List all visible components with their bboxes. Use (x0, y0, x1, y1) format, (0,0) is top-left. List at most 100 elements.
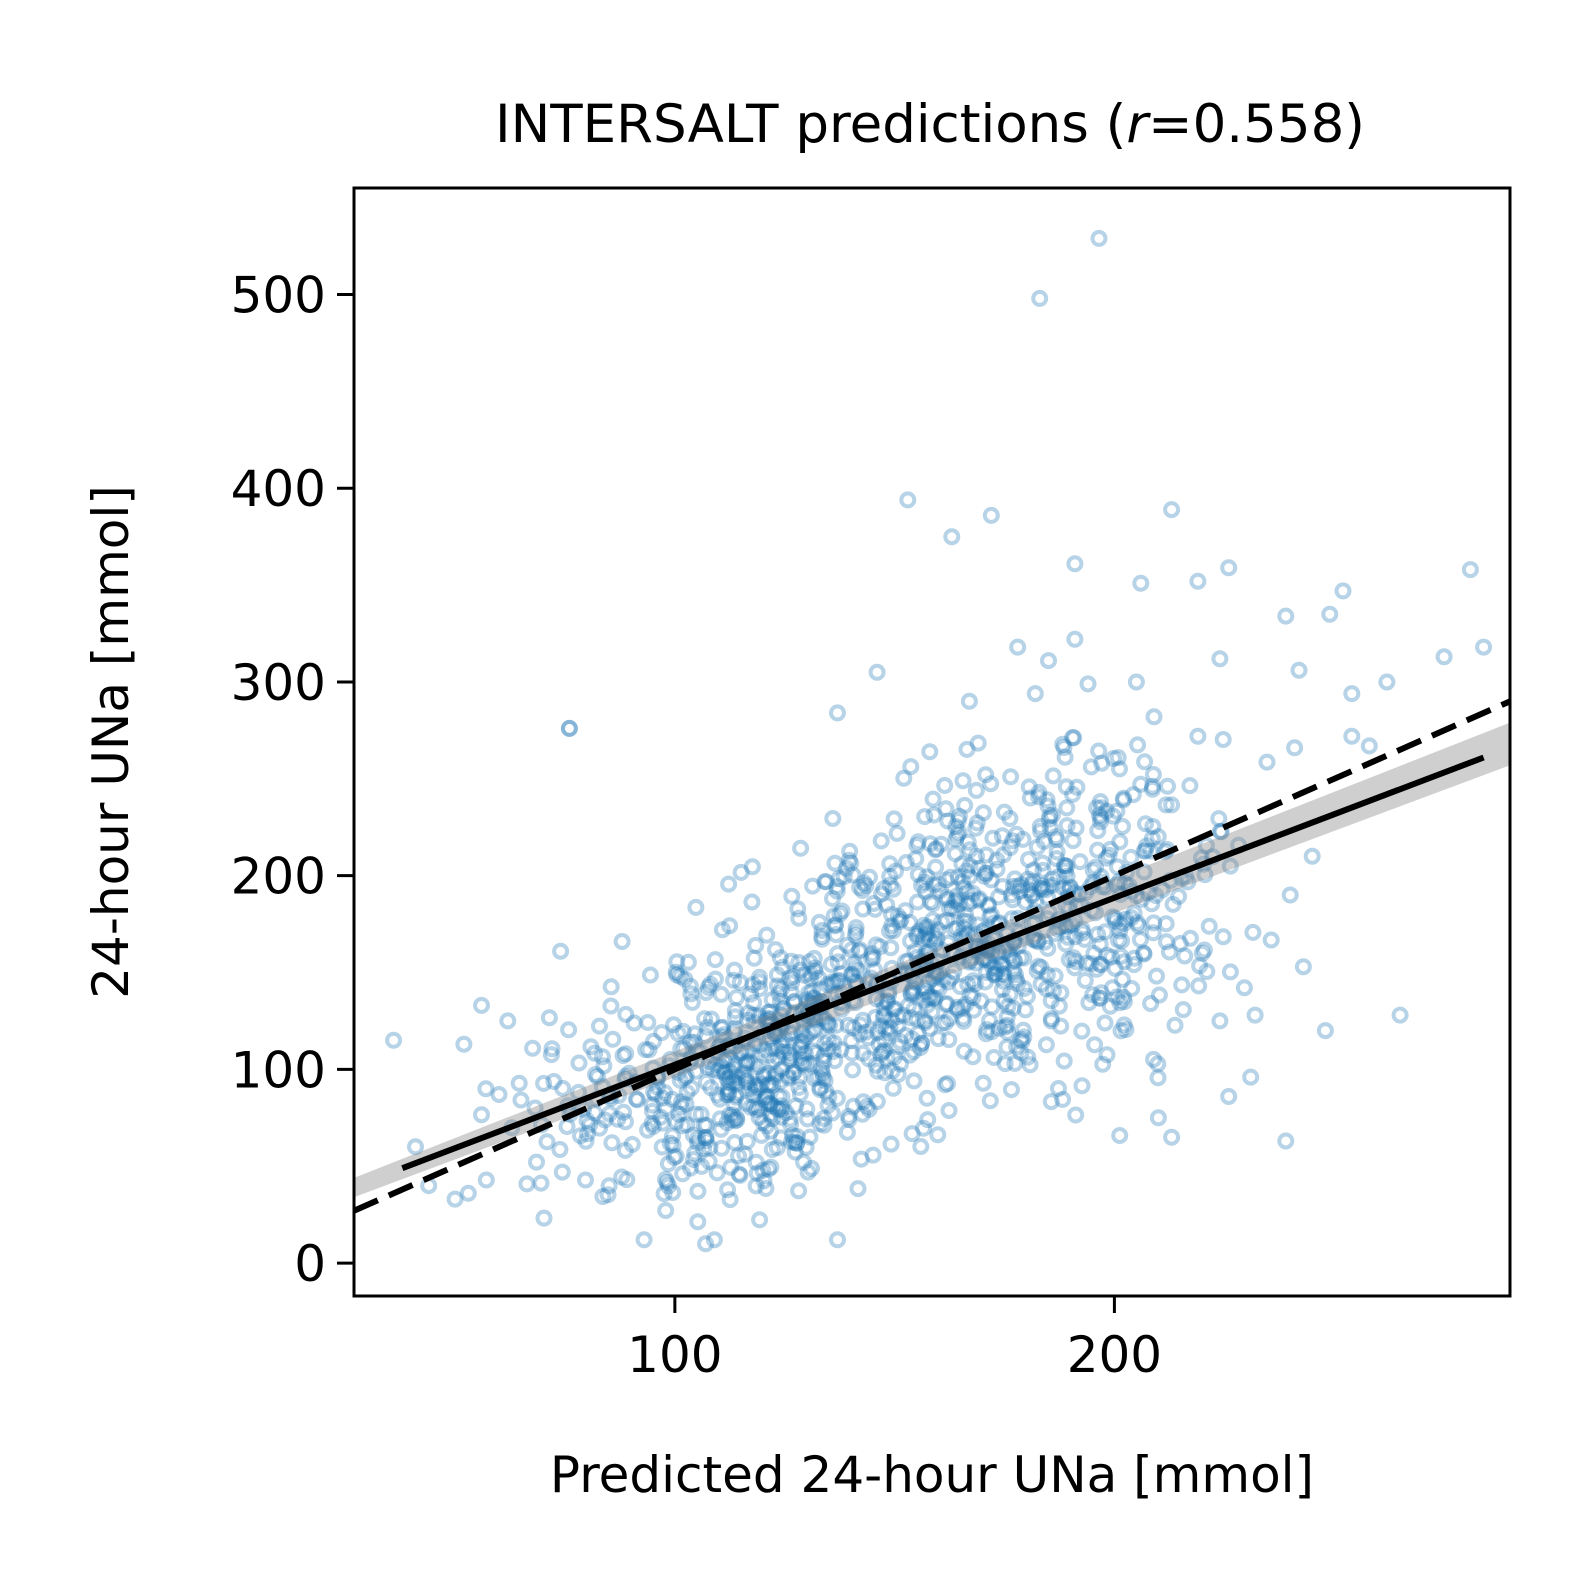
data-point (891, 913, 909, 931)
identity-line (352, 698, 1512, 1214)
data-point (929, 921, 947, 939)
data-point (1115, 915, 1133, 932)
data-point (817, 873, 835, 891)
data-point (894, 1006, 912, 1024)
data-point (1321, 605, 1339, 623)
data-point (884, 922, 902, 940)
data-point (581, 1116, 599, 1134)
data-point (773, 1088, 791, 1106)
data-point (950, 895, 968, 913)
data-point (1115, 953, 1133, 971)
data-point (902, 932, 920, 950)
data-point (674, 1165, 692, 1183)
data-point (1181, 777, 1199, 795)
data-point (1316, 1022, 1334, 1040)
data-point (958, 883, 976, 901)
data-point (843, 1044, 861, 1062)
data-point (969, 734, 987, 752)
data-point (992, 956, 1010, 974)
data-point (1028, 962, 1046, 980)
data-point (888, 824, 906, 842)
data-point (625, 1014, 643, 1032)
data-point (1001, 946, 1019, 964)
data-point (995, 803, 1013, 821)
data-point (1091, 935, 1109, 953)
data-point (712, 1120, 730, 1138)
data-point (1149, 1055, 1167, 1073)
data-point (873, 885, 891, 903)
data-point (1111, 760, 1128, 778)
data-point (1124, 786, 1142, 804)
data-point (639, 1121, 657, 1139)
data-point (817, 1082, 835, 1100)
data-point (646, 1085, 664, 1103)
data-point (1052, 984, 1070, 1002)
data-point (874, 1008, 892, 1026)
data-point (918, 983, 935, 1001)
data-point (741, 1079, 758, 1097)
data-point (767, 941, 784, 959)
data-point (993, 980, 1011, 998)
data-point (1010, 883, 1028, 900)
data-point (746, 1076, 764, 1094)
data-point (721, 1191, 739, 1209)
data-point (1090, 742, 1108, 760)
data-point (850, 962, 868, 980)
data-point (1211, 1012, 1229, 1030)
data-point (983, 1023, 1000, 1041)
data-point (1195, 941, 1213, 959)
data-point (731, 1043, 749, 1061)
data-point (979, 897, 997, 915)
data-point (814, 1068, 832, 1086)
data-point (872, 832, 890, 850)
data-point (749, 1058, 767, 1076)
data-point (904, 979, 922, 997)
data-point (628, 1091, 646, 1109)
data-point (976, 949, 994, 967)
data-point (921, 988, 939, 1006)
data-point (786, 1133, 804, 1151)
data-point (843, 965, 861, 983)
data-point (1211, 650, 1229, 668)
data-point (1055, 857, 1073, 875)
data-point (1092, 956, 1110, 974)
data-point (761, 1095, 779, 1113)
data-point (789, 900, 807, 918)
data-point (813, 922, 831, 939)
data-point (790, 909, 808, 927)
data-point (1035, 832, 1053, 850)
data-point (743, 858, 761, 876)
data-point (981, 1012, 998, 1029)
data-point (687, 1062, 705, 1080)
data-point (957, 906, 974, 924)
data-point (954, 873, 972, 890)
data-point (1067, 1106, 1085, 1124)
data-point (1005, 952, 1023, 970)
data-point (902, 986, 920, 1004)
data-point (1008, 1038, 1026, 1056)
data-point (665, 1016, 683, 1034)
data-point (792, 1033, 810, 1051)
data-point (1001, 985, 1019, 1003)
data-point (964, 884, 982, 902)
data-point (953, 855, 971, 873)
data-point (720, 1106, 738, 1124)
data-point (1189, 572, 1207, 590)
data-point (761, 1003, 779, 1021)
data-point (1060, 951, 1078, 968)
data-point (1049, 868, 1067, 886)
data-point (827, 926, 845, 944)
data-point (1082, 955, 1100, 973)
data-point (840, 851, 858, 869)
data-point (954, 1009, 972, 1027)
data-point (1029, 932, 1047, 950)
data-point (609, 1110, 627, 1128)
data-point (1045, 982, 1062, 1000)
data-point (1031, 879, 1049, 897)
data-point (1019, 870, 1037, 888)
data-point (455, 1035, 473, 1053)
data-point (826, 1052, 844, 1070)
data-point (921, 743, 939, 761)
data-point (701, 1139, 719, 1157)
data-point (1106, 909, 1124, 927)
